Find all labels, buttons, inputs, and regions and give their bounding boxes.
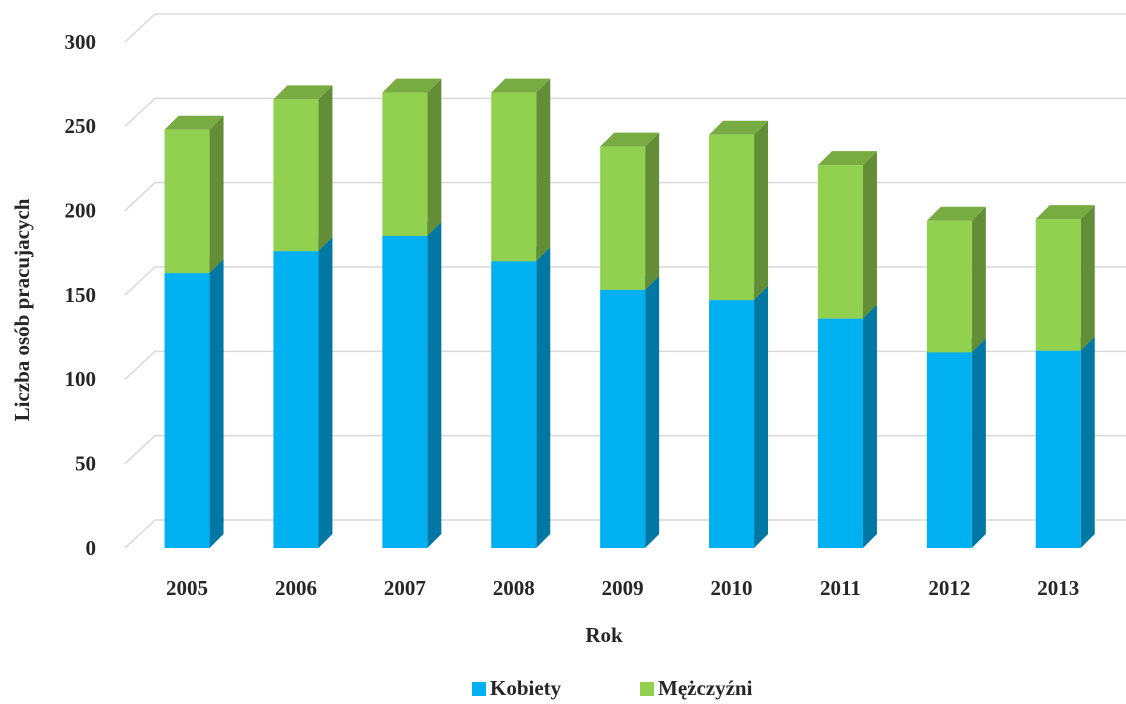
bar-side: [536, 247, 551, 548]
bar-side: [427, 221, 442, 548]
bar-side: [645, 132, 660, 290]
bar-top: [709, 120, 769, 135]
bar: [164, 129, 210, 274]
bar-top: [926, 206, 986, 221]
legend-label: Kobiety: [490, 676, 562, 700]
bar: [382, 235, 428, 548]
bar-side: [862, 304, 877, 548]
bar-side: [209, 259, 224, 548]
grid-line: [124, 97, 1126, 127]
y-tick-label: 50: [75, 451, 96, 475]
grid-line: [124, 519, 1126, 549]
bar-side: [318, 237, 333, 548]
bar-side: [318, 85, 333, 252]
y-tick-label: 150: [65, 283, 97, 307]
legend-swatch: [640, 682, 654, 696]
bar-side: [971, 206, 986, 353]
legend-swatch: [472, 682, 486, 696]
legend-label: Mężczyźni: [658, 676, 753, 700]
x-tick-label: 2008: [493, 576, 535, 600]
bar-top: [164, 115, 224, 130]
bar: [1035, 219, 1081, 351]
bar: [709, 300, 755, 548]
x-tick-label: 2005: [166, 576, 208, 600]
bar: [491, 261, 537, 548]
bar: [1035, 350, 1081, 548]
grid-line: [124, 181, 1126, 212]
bar-side: [645, 275, 660, 548]
bar-top: [600, 132, 660, 147]
x-tick-label: 2009: [602, 576, 644, 600]
bar: [273, 251, 319, 548]
x-tick-label: 2007: [384, 576, 426, 600]
bar: [817, 318, 863, 548]
bar-side: [1080, 336, 1095, 548]
bar-side: [862, 151, 877, 319]
bar-side: [536, 78, 551, 262]
y-tick-label: 250: [65, 114, 97, 138]
bar: [382, 92, 428, 236]
bar-top: [1035, 205, 1095, 220]
x-axis-title: Rok: [585, 623, 623, 647]
bar: [600, 289, 646, 548]
bar: [709, 134, 755, 301]
grid-line: [124, 434, 1126, 465]
bar: [164, 273, 210, 548]
bar: [491, 92, 537, 262]
bar-side: [754, 120, 769, 301]
bar-side: [1080, 205, 1095, 351]
x-tick-label: 2011: [820, 576, 861, 600]
grid-line: [124, 266, 1126, 296]
bar-top: [817, 151, 877, 166]
bar-top: [382, 78, 442, 93]
bar: [273, 99, 319, 252]
bar: [926, 220, 972, 353]
bar-side: [427, 78, 442, 236]
bar-top: [491, 78, 551, 93]
y-tick-label: 100: [65, 367, 97, 391]
y-tick-label: 300: [65, 30, 97, 54]
y-axis-title: Liczba osób pracujacych: [10, 198, 34, 421]
grid-line: [124, 350, 1126, 380]
bar: [600, 146, 646, 290]
bar: [926, 352, 972, 548]
x-tick-label: 2012: [928, 576, 970, 600]
x-tick-label: 2010: [711, 576, 753, 600]
bar-side: [754, 286, 769, 548]
y-tick-label: 0: [86, 536, 97, 560]
bar: [817, 165, 863, 319]
x-tick-label: 2013: [1037, 576, 1079, 600]
bar-side: [209, 115, 224, 274]
bar-side: [971, 338, 986, 548]
grid-line: [124, 13, 1126, 43]
bar-top: [273, 85, 333, 100]
x-tick-label: 2006: [275, 576, 317, 600]
y-tick-label: 200: [65, 198, 97, 222]
